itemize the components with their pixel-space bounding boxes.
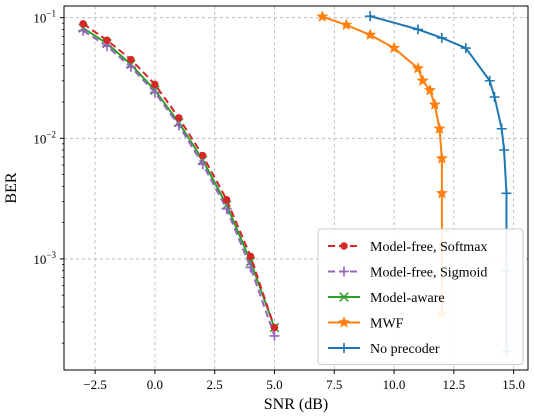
data-point bbox=[340, 18, 353, 31]
legend-label: Model-aware bbox=[370, 291, 445, 306]
legend-entry: Model-free, Softmax bbox=[328, 240, 487, 255]
legend-marker bbox=[337, 316, 351, 328]
legend-entry: No precoder bbox=[328, 342, 440, 357]
data-point bbox=[489, 92, 500, 103]
legend-marker bbox=[340, 242, 348, 250]
data-point bbox=[127, 55, 135, 64]
data-point bbox=[416, 74, 429, 87]
series-line bbox=[82, 29, 276, 337]
data-point bbox=[103, 36, 111, 44]
x-tick-label: 2.5 bbox=[207, 377, 223, 392]
data-point bbox=[79, 20, 87, 28]
y-tick-label: 10−2 bbox=[33, 129, 56, 146]
legend-entry: Model-aware bbox=[328, 291, 445, 306]
series-line bbox=[82, 22, 276, 328]
data-point bbox=[199, 151, 207, 160]
y-tick-label: 10−1 bbox=[33, 9, 56, 26]
data-point bbox=[175, 114, 183, 122]
legend-entry: MWF bbox=[328, 316, 404, 332]
legend-label: MWF bbox=[370, 317, 404, 332]
data-point bbox=[411, 61, 425, 74]
x-tick-label: 10.0 bbox=[383, 377, 406, 392]
y-axis-label: BER bbox=[3, 172, 20, 203]
series-no-precoder bbox=[365, 11, 512, 357]
data-point bbox=[246, 252, 255, 261]
data-point bbox=[499, 144, 510, 155]
data-point bbox=[173, 120, 184, 131]
legend-marker bbox=[339, 292, 349, 302]
series-line bbox=[82, 27, 276, 328]
data-point bbox=[484, 75, 495, 86]
data-point bbox=[387, 41, 401, 54]
x-tick-label: 15.0 bbox=[502, 377, 525, 392]
legend-label: Model-free, Sigmoid bbox=[370, 266, 487, 281]
x-axis-label: SNR (dB) bbox=[264, 396, 328, 413]
data-point bbox=[125, 62, 136, 73]
plot-frame bbox=[63, 5, 529, 371]
data-point bbox=[423, 83, 437, 96]
data-point bbox=[435, 186, 449, 199]
x-tick-label: −2.5 bbox=[83, 377, 107, 392]
legend-marker bbox=[339, 266, 349, 277]
data-point bbox=[269, 330, 280, 341]
data-point bbox=[412, 24, 423, 35]
data-point bbox=[149, 87, 160, 98]
data-point bbox=[433, 122, 446, 135]
legend-marker bbox=[339, 343, 349, 353]
legend-label: Model-free, Softmax bbox=[370, 240, 487, 255]
data-point bbox=[436, 32, 447, 43]
data-point bbox=[151, 80, 159, 89]
axis-ticks: −2.5 0.0 2.5 5.0 7.5 10.0 12.5 15.0 10−1 10−2 10−3 bbox=[33, 9, 525, 392]
x-tick-label: 12.5 bbox=[442, 377, 465, 392]
legend: Model-free, Softmax Model-free, Sigmoid Mo… bbox=[317, 228, 524, 365]
legend-entry: Model-free, Sigmoid bbox=[328, 266, 487, 281]
data-point bbox=[496, 123, 507, 134]
data-point bbox=[365, 11, 376, 22]
data-point bbox=[197, 159, 208, 170]
data-point bbox=[501, 188, 512, 199]
series-model-aware bbox=[78, 23, 280, 333]
series-model-free-sigmoid bbox=[78, 25, 280, 341]
data-point bbox=[316, 10, 329, 22]
x-tick-label: 7.5 bbox=[326, 377, 342, 392]
y-tick-label: 10−3 bbox=[33, 250, 56, 267]
series-model-free-softmax bbox=[79, 20, 279, 332]
x-tick-label: 5.0 bbox=[266, 377, 282, 392]
data-point bbox=[428, 98, 441, 110]
series-group bbox=[78, 10, 512, 357]
data-point bbox=[222, 195, 231, 204]
data-point bbox=[363, 28, 377, 41]
data-point bbox=[270, 323, 279, 332]
data-point bbox=[460, 43, 471, 54]
x-tick-label: 0.0 bbox=[147, 377, 163, 392]
legend-box bbox=[317, 228, 524, 365]
data-point bbox=[221, 203, 232, 214]
data-point bbox=[435, 152, 449, 164]
legend-label: No precoder bbox=[370, 342, 440, 357]
